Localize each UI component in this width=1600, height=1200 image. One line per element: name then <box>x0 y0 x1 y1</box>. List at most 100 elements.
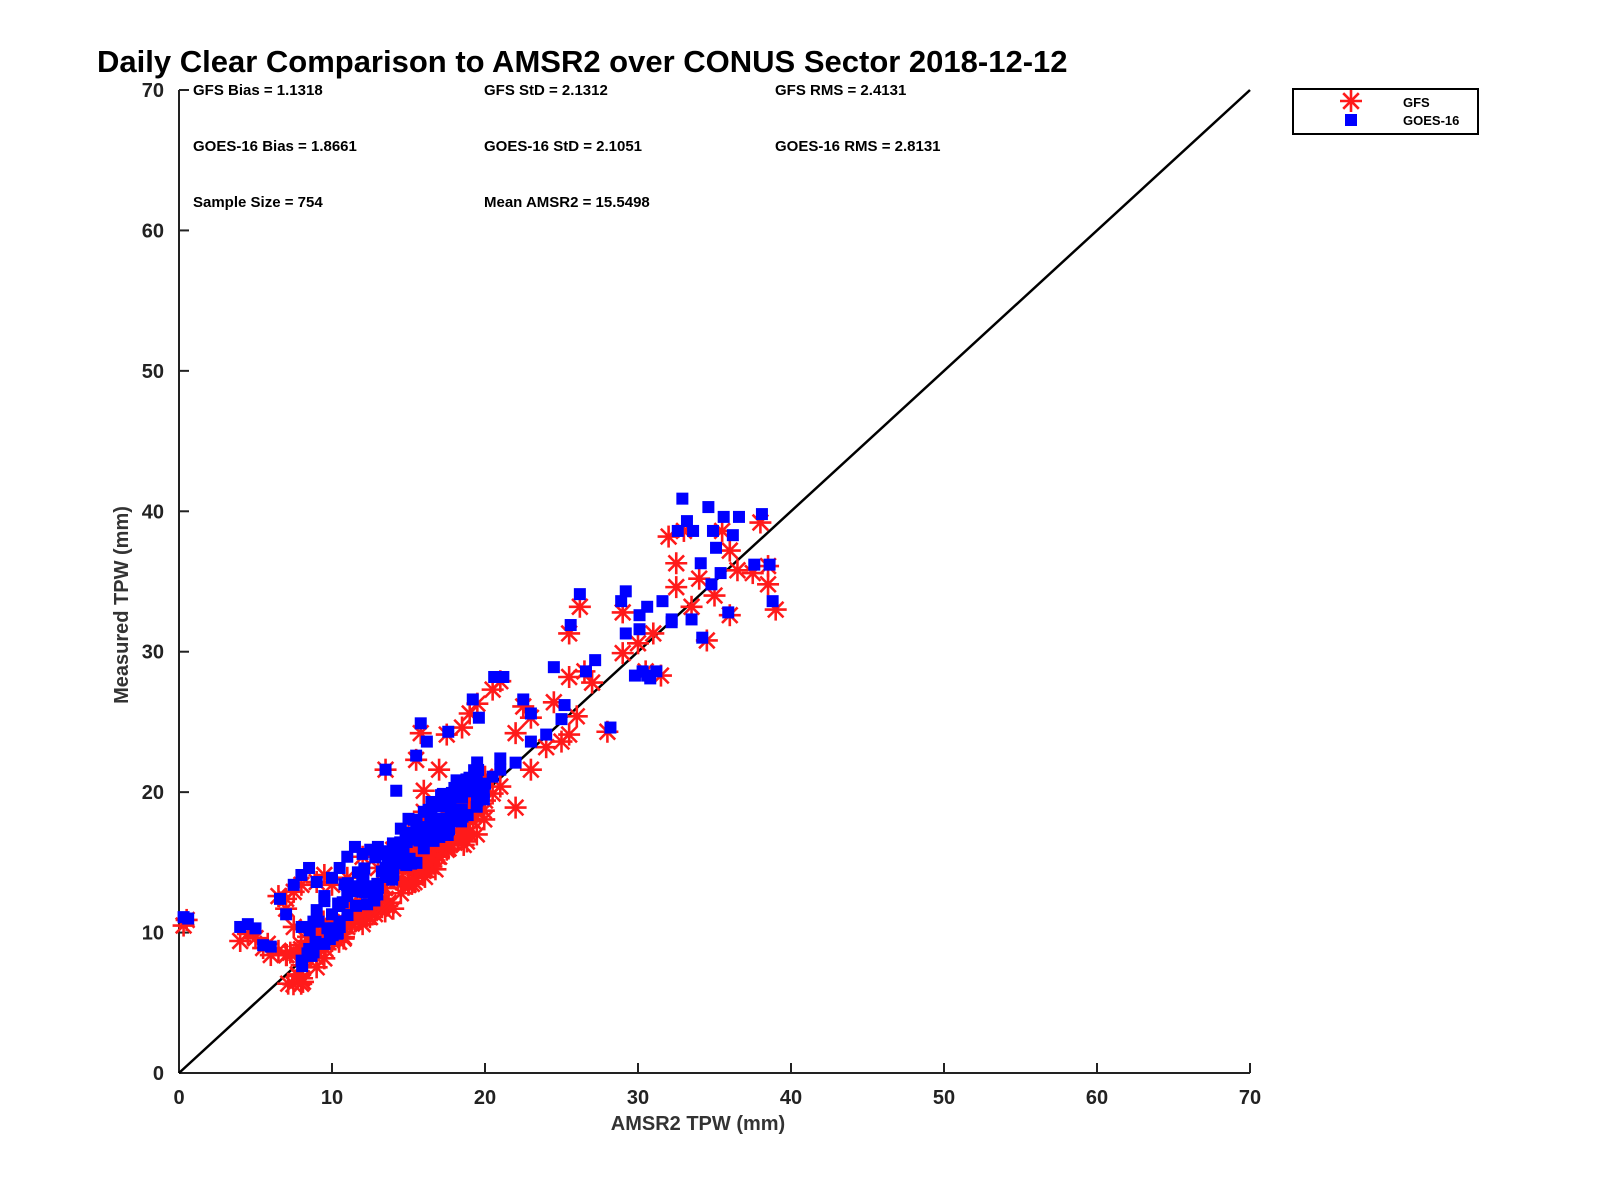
x-tick-label: 20 <box>474 1087 496 1109</box>
goes-16-point <box>494 763 507 776</box>
y-tick-label: 0 <box>153 1063 164 1085</box>
goes-16-point <box>732 510 745 523</box>
goes-16-point <box>402 853 415 866</box>
goes-16-point <box>706 524 719 537</box>
goes-16-point <box>356 885 369 898</box>
goes-16-point <box>524 735 537 748</box>
stat-annotation: GFS RMS = 2.4131 <box>775 82 906 99</box>
goes-16-point <box>448 781 461 794</box>
gfs-point <box>610 640 636 666</box>
gfs-point <box>402 869 427 895</box>
goes-16-point <box>558 699 571 712</box>
legend: GFS GOES-16 <box>1292 88 1479 135</box>
goes-16-point <box>273 892 286 905</box>
goes-16-point <box>705 578 718 591</box>
y-tick-label: 10 <box>142 923 164 945</box>
axes <box>178 89 1251 1074</box>
goes-16-point <box>426 828 439 841</box>
goes-16-point <box>379 763 392 776</box>
x-tick-label: 30 <box>627 1087 649 1109</box>
stat-annotation: Mean AMSR2 = 15.5498 <box>484 194 650 211</box>
stat-annotation: GFS StD = 2.1312 <box>484 82 608 99</box>
goes-16-point <box>573 588 586 601</box>
goes-16-point <box>333 861 346 874</box>
chart-title: Daily Clear Comparison to AMSR2 over CON… <box>97 44 1068 79</box>
goes-16-point <box>547 661 560 674</box>
goes-16-point <box>410 819 423 832</box>
goes-16-point <box>579 665 592 678</box>
goes-16-point <box>440 791 453 804</box>
gfs-point <box>464 822 490 847</box>
gfs-point <box>449 715 475 740</box>
goes-16-point <box>702 501 715 514</box>
series-goes-16 <box>177 492 779 973</box>
goes-16-point <box>323 933 336 946</box>
goes-16-point <box>687 524 700 537</box>
goes-16-point <box>714 567 727 580</box>
goes-16-point <box>748 558 761 571</box>
stats-annotations: GFS Bias = 1.1318 GFS StD = 2.1312 GFS RMS… <box>193 82 941 211</box>
goes-16-point <box>540 728 553 741</box>
goes-16-point <box>555 713 568 726</box>
goes-16-point <box>517 693 530 706</box>
goes-16-point <box>488 670 501 683</box>
goes-16-point <box>766 595 779 608</box>
y-tick-label: 20 <box>142 782 164 804</box>
goes-16-point <box>442 725 455 738</box>
goes-16-point <box>564 619 577 632</box>
goes-16-point <box>633 623 646 636</box>
goes-16-point <box>468 764 481 777</box>
goes-16-point <box>710 541 723 554</box>
goes-16-point <box>524 707 537 720</box>
goes-16-point <box>341 850 354 863</box>
goes-16-point <box>433 812 446 825</box>
goes-16-point <box>466 693 479 706</box>
goes-16-point <box>676 492 689 505</box>
goes-16-point <box>685 613 698 626</box>
goes-16-point <box>456 791 469 804</box>
goes-16-point <box>445 804 458 817</box>
goes-16-point <box>471 794 484 807</box>
goes-16-point <box>303 943 316 956</box>
goes-16-point <box>671 524 684 537</box>
y-tick-label: 60 <box>142 220 164 242</box>
gfs-point <box>663 574 689 600</box>
goes-16-point <box>350 899 363 912</box>
goes-16-point <box>287 878 300 891</box>
y-tick-label: 70 <box>142 80 164 102</box>
goes-16-point <box>356 875 369 888</box>
gfs-point <box>503 795 528 820</box>
gfs-point <box>556 664 582 690</box>
gfs-point <box>426 757 452 782</box>
x-tick-label: 10 <box>321 1087 343 1109</box>
tick-labels: 0 10 20 30 40 50 60 70 0 10 20 30 40 50 60 70 <box>142 80 1261 1109</box>
x-tick-label: 0 <box>173 1087 184 1109</box>
goes-16-point <box>295 920 308 933</box>
goes-16-point <box>717 510 730 523</box>
gfs-point <box>725 557 750 583</box>
legend-gfs-marker <box>1338 88 1364 114</box>
series-gfs <box>171 510 789 997</box>
goes-16-point <box>280 908 293 921</box>
goes-16-point <box>310 876 323 889</box>
goes-16-point <box>604 721 617 734</box>
y-tick-label: 40 <box>142 501 164 523</box>
goes-16-point <box>763 558 776 571</box>
goes-16-point <box>333 920 346 933</box>
stat-annotation: GFS Bias = 1.1318 <box>193 82 323 99</box>
goes-16-point <box>425 795 438 808</box>
gfs-point <box>755 572 781 597</box>
goes-16-point <box>755 508 768 521</box>
goes-16-point <box>410 749 423 762</box>
goes-16-point <box>641 600 654 613</box>
x-tick-label: 40 <box>780 1087 802 1109</box>
x-axis-label: AMSR2 TPW (mm) <box>611 1113 785 1135</box>
y-axis-label: Measured TPW (mm) <box>111 506 133 704</box>
goes-16-point <box>318 890 331 903</box>
goes-16-point <box>326 871 338 884</box>
legend-gfs-label: GFS <box>1403 95 1430 110</box>
goes-16-point <box>589 654 602 667</box>
goes-16-point <box>722 606 735 619</box>
goes-16-point <box>619 627 632 640</box>
